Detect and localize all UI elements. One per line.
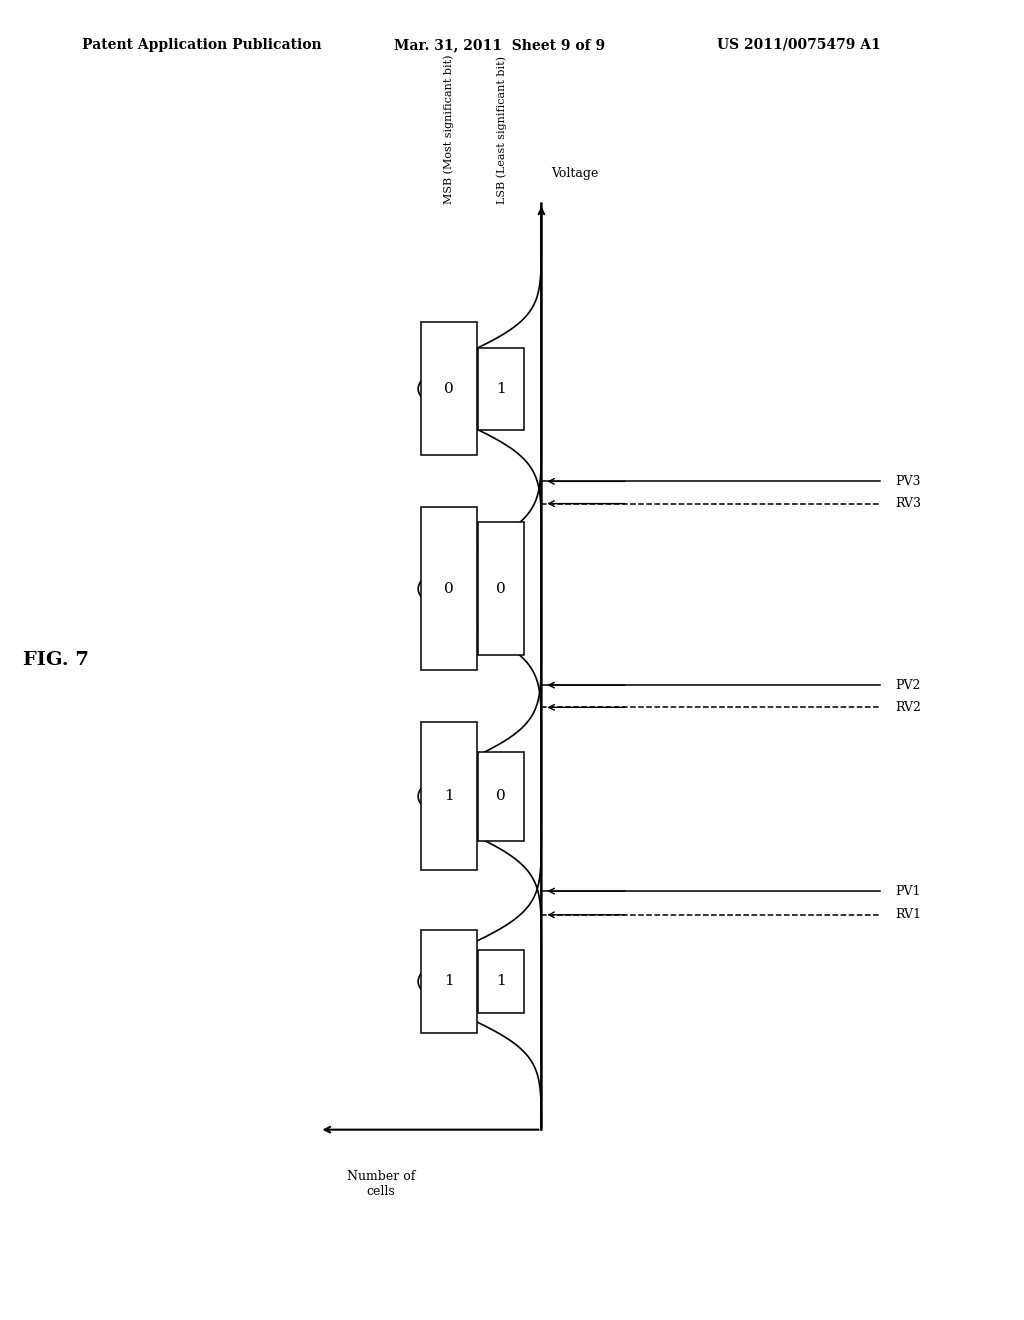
Bar xyxy=(478,348,524,429)
Bar xyxy=(421,929,477,1034)
Text: 1: 1 xyxy=(497,974,506,989)
Text: Mar. 31, 2011  Sheet 9 of 9: Mar. 31, 2011 Sheet 9 of 9 xyxy=(394,38,605,51)
Text: MSB (Most significant bit): MSB (Most significant bit) xyxy=(443,54,455,203)
Text: 1: 1 xyxy=(444,974,454,989)
Text: 0: 0 xyxy=(497,582,506,595)
Text: "00": "00" xyxy=(469,544,478,569)
Bar xyxy=(421,722,477,870)
Text: 0: 0 xyxy=(444,582,454,595)
Text: Number of
cells: Number of cells xyxy=(347,1171,416,1199)
Text: PV1: PV1 xyxy=(896,884,922,898)
Text: "10": "10" xyxy=(469,752,478,776)
Text: PV3: PV3 xyxy=(896,475,922,488)
Text: RV2: RV2 xyxy=(896,701,922,714)
Text: LSB (Least significant bit): LSB (Least significant bit) xyxy=(496,55,507,203)
Bar xyxy=(421,322,477,455)
Text: "01": "01" xyxy=(469,345,478,370)
Text: RV3: RV3 xyxy=(896,498,922,510)
Text: RV1: RV1 xyxy=(896,908,922,921)
Text: FIG. 7: FIG. 7 xyxy=(24,651,89,669)
Text: "11": "11" xyxy=(469,937,478,962)
Bar xyxy=(478,752,524,841)
Text: US 2011/0075479 A1: US 2011/0075479 A1 xyxy=(717,38,881,51)
Text: 0: 0 xyxy=(444,381,454,396)
Bar xyxy=(478,523,524,656)
Text: Voltage: Voltage xyxy=(551,168,598,181)
Text: 0: 0 xyxy=(497,789,506,804)
Text: Patent Application Publication: Patent Application Publication xyxy=(82,38,322,51)
Text: 1: 1 xyxy=(497,381,506,396)
Bar xyxy=(421,507,477,671)
Text: PV2: PV2 xyxy=(896,678,922,692)
Bar xyxy=(478,950,524,1012)
Text: 1: 1 xyxy=(444,789,454,804)
